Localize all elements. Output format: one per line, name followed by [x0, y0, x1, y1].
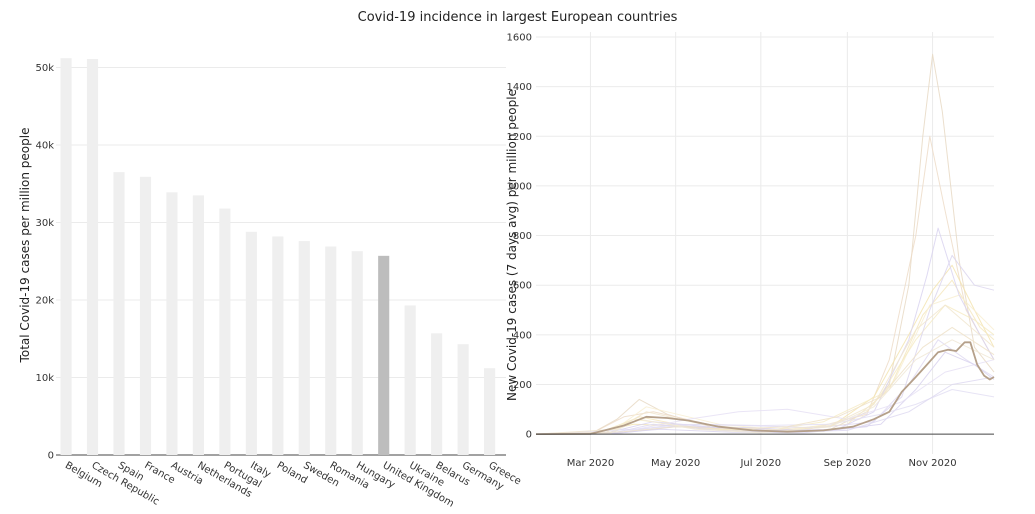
right-x-tick: Mar 2020 — [567, 458, 615, 469]
chart-title: Covid-19 incidence in largest European c… — [357, 10, 678, 25]
bar-hungary — [351, 251, 363, 455]
bar-united-kingdom — [378, 255, 390, 455]
right-series-lines — [535, 53, 995, 436]
right-x-tick: Jul 2020 — [739, 458, 781, 469]
left-y-tick: 40k — [35, 141, 54, 152]
right-y-axis-title: New Covid-19 cases (7 days avg) per mill… — [505, 89, 519, 401]
right-gridlines — [536, 32, 994, 454]
series-line — [535, 294, 995, 435]
right-y-tick: 1200 — [507, 132, 532, 143]
bar-poland — [272, 236, 284, 455]
right-x-tick: Nov 2020 — [908, 458, 956, 469]
left-y-tick: 0 — [48, 451, 54, 462]
bar-ukraine — [404, 305, 416, 455]
right-y-tick: 800 — [513, 231, 532, 242]
bar-netherlands — [192, 195, 204, 455]
series-line — [535, 264, 995, 435]
series-line — [535, 135, 995, 435]
left-y-tick: 30k — [35, 218, 54, 229]
right-x-tick: May 2020 — [651, 458, 700, 469]
left-y-tick-labels: 0 10k 20k 30k 40k 50k — [35, 63, 54, 462]
bar-czech-republic — [86, 58, 99, 455]
left-y-tick: 10k — [35, 373, 54, 384]
right-y-tick: 1000 — [507, 181, 532, 192]
bar-france — [139, 176, 152, 455]
series-line — [535, 389, 995, 435]
right-x-tick-labels: Mar 2020 May 2020 Jul 2020 Sep 2020 Nov 2020 — [567, 458, 957, 469]
left-y-tick: 20k — [35, 296, 54, 307]
series-line — [535, 351, 995, 435]
right-y-tick: 600 — [513, 281, 532, 292]
right-y-tick: 1600 — [507, 32, 532, 43]
bar-belarus — [431, 333, 443, 455]
left-bars — [60, 58, 496, 455]
left-y-tick: 50k — [35, 63, 54, 74]
right-y-tick-labels: 0 200 400 600 800 1000 1200 1400 1600 — [507, 32, 532, 440]
right-y-tick: 400 — [513, 330, 532, 341]
series-line — [535, 339, 995, 435]
bar-italy — [245, 231, 257, 455]
series-line — [535, 326, 995, 435]
left-y-axis-title: Total Covid-19 cases per million people — [18, 128, 32, 364]
bar-austria — [166, 192, 178, 455]
right-x-tick: Sep 2020 — [824, 458, 871, 469]
right-y-tick: 0 — [526, 430, 532, 441]
right-y-tick: 200 — [513, 380, 532, 391]
series-line — [535, 227, 995, 435]
bar-greece — [484, 368, 496, 455]
series-line — [535, 304, 995, 435]
bar-belgium — [60, 58, 72, 455]
series-line — [535, 304, 995, 435]
series-line-highlight — [535, 341, 995, 436]
bar-portugal — [219, 208, 231, 455]
series-line — [535, 359, 995, 435]
bar-romania — [325, 246, 337, 455]
bar-spain — [113, 172, 125, 455]
bar-germany — [457, 344, 469, 455]
bar-sweden — [298, 241, 310, 455]
right-y-tick: 1400 — [507, 82, 532, 93]
